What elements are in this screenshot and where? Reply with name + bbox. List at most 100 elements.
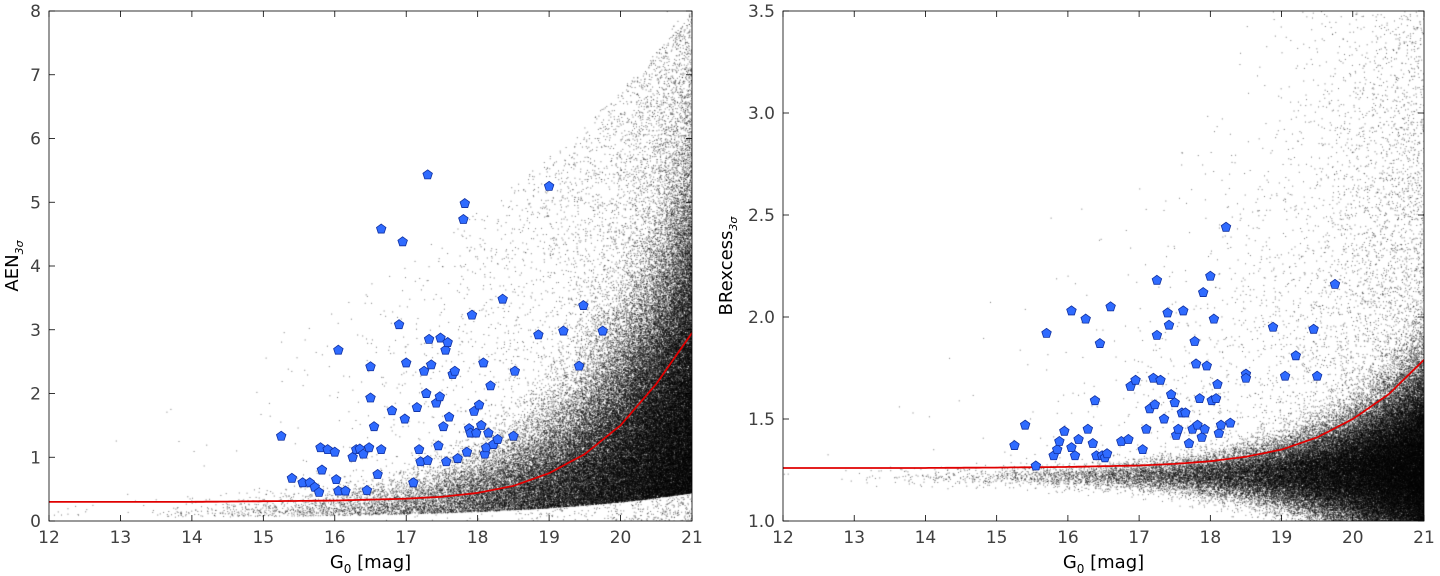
data-point (423, 333, 435, 344)
x-tick-label: 21 (681, 528, 703, 548)
data-point (473, 399, 485, 410)
data-point (1051, 444, 1063, 455)
y-axis-label: AEN3σ (2, 239, 26, 291)
data-point (478, 357, 489, 368)
data-point (313, 486, 325, 497)
data-point (573, 360, 585, 371)
data-point (375, 223, 387, 234)
data-point (1173, 423, 1184, 434)
data-point (1183, 437, 1195, 448)
x-tick-label: 13 (843, 528, 865, 548)
data-point (449, 365, 461, 376)
x-tick-label: 20 (1342, 528, 1364, 548)
data-point (315, 442, 326, 453)
y-tick-label: 5 (30, 193, 41, 213)
y-tick-label: 2 (30, 385, 41, 405)
data-point (1190, 358, 1202, 369)
data-point (435, 332, 446, 343)
x-tick-label: 20 (610, 528, 632, 548)
data-point (466, 309, 478, 320)
data-point (492, 433, 503, 444)
data-point (1196, 431, 1208, 442)
x-tick-label: 15 (253, 528, 275, 548)
data-point (365, 392, 376, 403)
data-point (1019, 419, 1031, 430)
data-point (1162, 307, 1173, 318)
x-tick-label: 14 (915, 528, 937, 548)
data-point (1213, 427, 1225, 438)
data-point (1069, 450, 1081, 461)
data-point (411, 402, 423, 412)
data-point (1105, 301, 1116, 312)
data-point (1101, 448, 1113, 459)
data-point (1215, 419, 1227, 430)
data-point (275, 430, 287, 441)
data-point (420, 388, 432, 398)
data-point (1169, 397, 1180, 408)
data-point (422, 169, 433, 180)
data-point (1066, 305, 1077, 316)
data-point (1041, 327, 1052, 338)
x-tick-label: 12 (38, 528, 60, 548)
y-tick-label: 8 (30, 2, 41, 22)
y-tick-label: 3.5 (748, 2, 775, 22)
data-point (1201, 360, 1213, 371)
data-point (1208, 313, 1220, 324)
data-point (1311, 370, 1323, 381)
data-point (508, 430, 519, 441)
data-point (375, 444, 387, 455)
data-point (1205, 270, 1216, 281)
data-point (1308, 323, 1319, 334)
data-point (347, 451, 358, 462)
x-tick-label: 17 (395, 528, 417, 548)
data-point (340, 485, 351, 496)
data-point (333, 344, 344, 355)
x-tick-label: 15 (986, 528, 1008, 548)
data-point (1151, 329, 1163, 340)
data-point (1240, 372, 1252, 383)
data-point (1199, 423, 1210, 434)
data-point (442, 337, 453, 347)
data-point (1279, 370, 1291, 381)
data-point (452, 453, 463, 463)
data-point (316, 464, 328, 475)
data-point (1149, 399, 1161, 410)
data-point (1137, 444, 1148, 455)
data-point (497, 293, 508, 304)
data-point (1197, 287, 1209, 297)
data-point (1094, 338, 1106, 348)
data-point (1165, 389, 1177, 399)
data-point (397, 236, 408, 247)
data-point (1267, 321, 1279, 332)
field-star-density (783, 11, 1424, 521)
data-point (393, 319, 405, 330)
data-point (440, 344, 451, 355)
data-point (368, 421, 380, 432)
data-point (422, 454, 433, 465)
data-point (1123, 433, 1134, 444)
data-point (543, 180, 555, 191)
data-point (1192, 419, 1203, 430)
data-point (1054, 435, 1065, 446)
field-star-density (49, 11, 692, 521)
y-tick-label: 6 (30, 130, 41, 150)
data-point (476, 419, 487, 430)
data-point (461, 446, 473, 457)
data-point (433, 440, 444, 451)
data-point (458, 213, 469, 224)
x-tick-label: 13 (110, 528, 132, 548)
data-point (1009, 440, 1020, 450)
data-point (1329, 278, 1341, 289)
data-point (434, 391, 446, 402)
data-point (441, 456, 452, 467)
data-point (1030, 460, 1042, 471)
y-tick-label: 3 (30, 321, 41, 341)
data-point (413, 444, 425, 455)
data-point (286, 472, 298, 483)
data-point (329, 446, 340, 457)
data-point (1141, 423, 1152, 434)
x-tick-label: 21 (1413, 528, 1435, 548)
data-point (386, 405, 398, 416)
x-tick-label: 19 (538, 528, 560, 548)
data-point (1163, 319, 1175, 330)
